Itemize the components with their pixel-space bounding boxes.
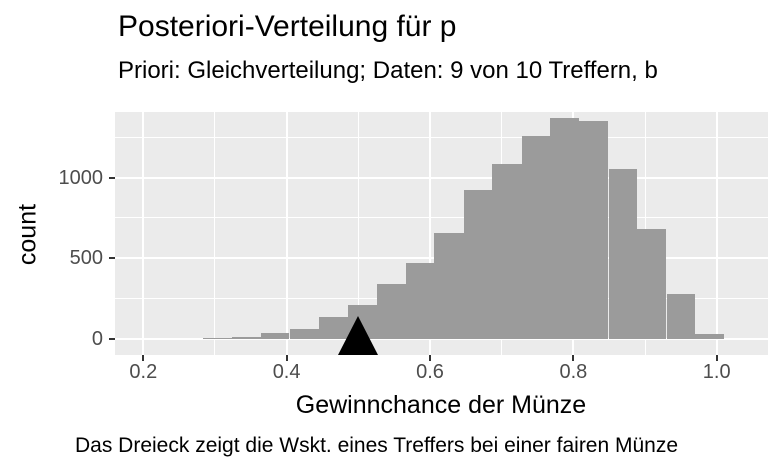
histogram-bar [550, 117, 580, 339]
histogram-bar [463, 190, 493, 339]
x-tick-label: 0.6 [416, 361, 444, 383]
x-tick-label: 0.8 [559, 361, 588, 383]
y-tick-label: 500 [69, 247, 103, 270]
y-minor-gridline [115, 217, 768, 219]
chart-subtitle: Priori: Gleichverteilung; Daten: 9 von 1… [118, 57, 658, 84]
y-tick-label: 0 [91, 328, 103, 350]
x-tick-label: 0.4 [272, 361, 301, 383]
y-tick-mark [109, 338, 115, 340]
histogram-bar [695, 334, 724, 339]
x-minor-gridline [357, 112, 359, 355]
x-tick-mark [572, 355, 575, 361]
x-tick-label: 0.2 [129, 361, 158, 383]
histogram-bar [521, 136, 551, 339]
y-axis-title: count [13, 203, 42, 266]
histogram-bar [579, 121, 609, 339]
x-major-gridline [715, 112, 718, 355]
x-minor-gridline [214, 112, 216, 355]
histogram-bar [666, 294, 696, 339]
x-major-gridline [429, 112, 431, 355]
x-tick-mark [715, 355, 718, 361]
histogram-bar [289, 329, 319, 339]
fair-coin-triangle-marker [338, 316, 379, 355]
histogram-bar [232, 336, 261, 339]
plot-panel [115, 112, 768, 355]
x-major-gridline [285, 112, 288, 355]
x-major-gridline [142, 112, 145, 355]
y-tick-mark [109, 176, 115, 179]
y-minor-gridline [115, 136, 768, 138]
x-tick-label: 1.0 [702, 361, 731, 383]
x-tick-mark [285, 355, 288, 361]
y-tick-mark [109, 257, 115, 260]
histogram-bar [434, 233, 464, 339]
x-axis-title: Gewinnchance der Münze [295, 391, 587, 419]
histogram-bar [492, 163, 522, 339]
histogram-bar [202, 338, 233, 339]
y-major-gridline [115, 338, 768, 340]
chart-caption: Das Dreieck zeigt die Wskt. eines Treffe… [75, 434, 679, 457]
x-tick-mark [142, 355, 145, 361]
y-tick-label: 1000 [58, 166, 104, 189]
histogram-bar [405, 263, 435, 339]
histogram-bar [377, 284, 406, 339]
histogram-bar [637, 229, 667, 339]
x-tick-mark [429, 355, 431, 361]
chart-title: Posteriori-Verteilung für p [118, 10, 457, 43]
y-major-gridline [115, 176, 768, 179]
histogram-bar [260, 333, 290, 339]
histogram-bar [608, 169, 638, 339]
